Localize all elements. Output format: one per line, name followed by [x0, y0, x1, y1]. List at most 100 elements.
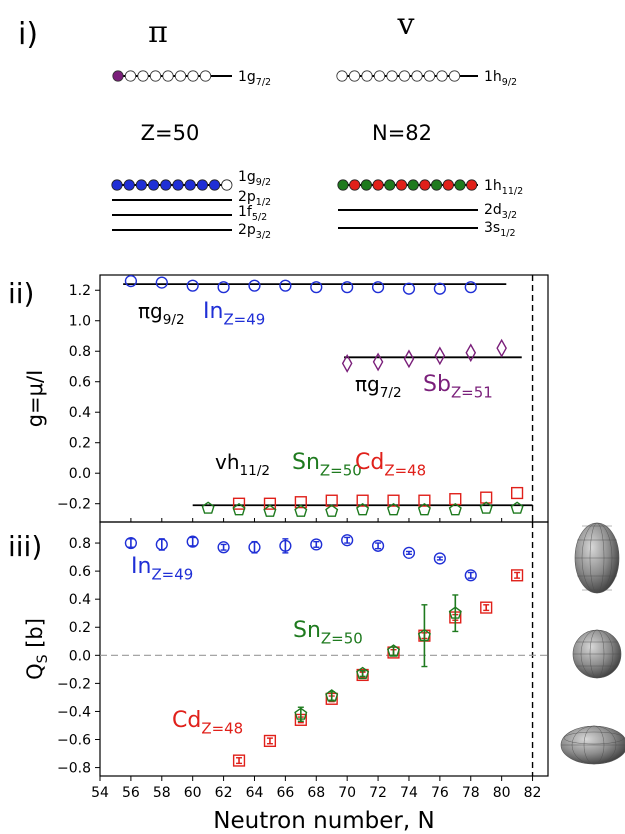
- annotation-cd-6-main: Cd: [355, 450, 384, 475]
- annotation-πg-0: πg9/2: [138, 299, 185, 328]
- x-tick-label: 66: [276, 785, 294, 801]
- y-axis-label-unit: [b]: [23, 618, 47, 654]
- neutron-orbital: [442, 179, 454, 191]
- data-point-in: [124, 274, 137, 288]
- neutron-orbital: [386, 70, 398, 82]
- proton-lower-level-label-sub: 5/2: [252, 212, 267, 223]
- proton-orbital: [111, 179, 123, 191]
- data-point-cd: [449, 493, 462, 506]
- proton-lower-level-label: 2p1/2: [238, 189, 271, 208]
- annotation-πg-0-main: πg: [138, 299, 163, 323]
- proton-orbital: [123, 179, 135, 191]
- y-axis-label: g=μ/I: [23, 370, 47, 428]
- panel-label-i: i): [18, 17, 38, 52]
- neutron-filled-level-label: 1h11/2: [484, 178, 523, 197]
- panel-label-iii: iii): [8, 530, 42, 563]
- annotation-cd-2-sub: Z=48: [201, 720, 243, 738]
- annotation-sn-5: SnZ=50: [292, 450, 362, 480]
- data-point-sb: [434, 346, 446, 366]
- proton-magic-label: Z=50: [141, 121, 200, 145]
- x-tick-label: 56: [122, 785, 140, 801]
- proton-filled-level-label-main: 1g: [238, 169, 256, 185]
- data-point-in: [155, 538, 168, 551]
- x-tick-label: 74: [400, 785, 418, 801]
- data-point-in: [279, 539, 292, 552]
- data-point-sb: [341, 354, 353, 373]
- data-point-cd: [263, 497, 277, 510]
- data-point-sb: [465, 343, 477, 363]
- neutron-orbital: [336, 70, 348, 82]
- data-point-sn: [325, 504, 339, 517]
- proton-lower-level-label-sub: 3/2: [256, 230, 271, 241]
- data-point-cd: [232, 497, 246, 510]
- data-point-sn: [417, 628, 431, 642]
- y-tick-label: 0.2: [69, 620, 91, 636]
- oblate-shape: [560, 725, 625, 765]
- data-point-sn: [356, 666, 370, 680]
- neutron-orbital: [466, 179, 478, 191]
- x-tick-label: 54: [91, 785, 109, 801]
- data-point-cd: [418, 494, 431, 507]
- data-point-sn: [294, 707, 308, 720]
- x-axis-label: Neutron number, N: [213, 808, 434, 834]
- proton-orbital: [112, 70, 124, 82]
- data-point-in: [310, 538, 323, 551]
- neutron-orbital: [423, 70, 436, 82]
- data-point-cd: [294, 496, 307, 509]
- proton-orbital: [148, 179, 160, 191]
- neutron-orbital: [373, 70, 386, 82]
- x-tick-label: 80: [493, 785, 511, 801]
- y-tick-label: 0.8: [69, 536, 91, 552]
- data-point-in: [248, 541, 261, 554]
- x-tick-label: 76: [431, 785, 449, 801]
- proton-symbol: π: [148, 15, 168, 50]
- proton-lower-level-label: 1f5/2: [238, 204, 267, 223]
- annotation-sb-3: SbZ=51: [423, 372, 493, 402]
- neutron-symbol: v: [397, 7, 415, 42]
- proton-filled-level-label: 1g9/2: [238, 169, 271, 188]
- y-tick-label: −0.8: [57, 761, 91, 777]
- annotation-πg-2: πg7/2: [355, 372, 402, 401]
- proton-orbital: [221, 179, 233, 191]
- neutron-lower-level-label: 2d3/2: [484, 202, 517, 221]
- neutron-upper-level-label-main: 1h: [484, 69, 502, 85]
- data-point-in: [464, 281, 477, 294]
- proton-orbital: [149, 70, 162, 82]
- panel-label-ii: ii): [8, 277, 34, 310]
- neutron-lower-level-label-sub: 3/2: [502, 210, 517, 221]
- data-point-sn: [448, 606, 462, 619]
- neutron-upper-level-label-sub: 9/2: [502, 77, 517, 88]
- x-tick-label: 60: [184, 785, 202, 801]
- data-point-sn: [263, 504, 277, 517]
- data-point-sn: [232, 502, 246, 516]
- data-point-in: [248, 279, 261, 292]
- data-point-in: [371, 281, 385, 294]
- data-point-sb: [496, 338, 507, 358]
- y-tick-label: 0.4: [69, 405, 91, 421]
- neutron-magic-label: N=82: [372, 121, 432, 145]
- data-point-cd: [263, 734, 277, 748]
- data-point-in: [341, 281, 354, 294]
- annotation-cd-2-main: Cd: [172, 708, 201, 733]
- y-tick-label: 0.6: [69, 564, 91, 580]
- data-point-sb: [403, 349, 415, 369]
- neutron-orbital: [407, 179, 419, 191]
- neutron-orbital: [395, 179, 408, 191]
- proton-upper-level-label-sub: 7/2: [256, 77, 271, 88]
- y-tick-label: 1.0: [69, 314, 91, 330]
- data-point-cd: [511, 486, 524, 500]
- data-point-sn: [201, 501, 215, 514]
- data-point-cd: [480, 491, 493, 504]
- proton-orbital: [209, 179, 221, 191]
- data-point-sn: [325, 689, 339, 702]
- annotation-cd-6-sub: Z=48: [384, 462, 426, 480]
- proton-orbital: [196, 179, 208, 191]
- annotation-sb-3-sub: Z=51: [451, 384, 493, 402]
- proton-orbital: [124, 70, 137, 82]
- data-point-in: [341, 534, 354, 547]
- data-point-in: [217, 281, 230, 294]
- proton-orbital: [137, 70, 149, 82]
- data-point-in: [310, 281, 323, 294]
- y-axis-label-sub: S: [35, 654, 51, 663]
